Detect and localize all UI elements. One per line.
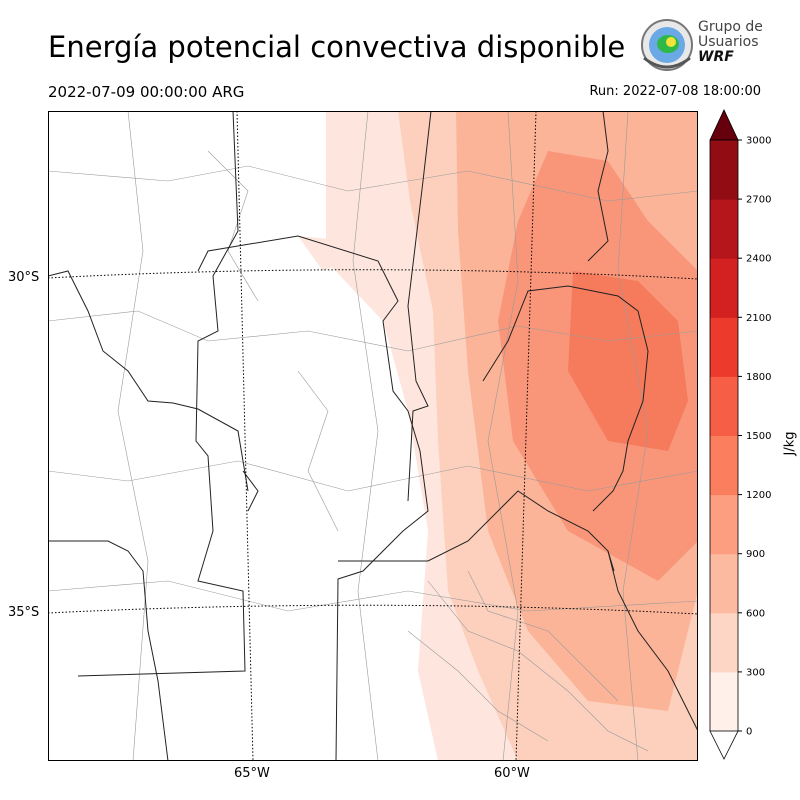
colorbar-tick-label: 900 [746, 549, 765, 560]
valid-time: 2022-07-09 00:00:00 ARG [48, 83, 245, 101]
colorbar-tick-label: 600 [746, 608, 765, 619]
cape-patch [298, 236, 348, 271]
wrf-logo: Grupo de Usuarios WRF [638, 18, 768, 72]
colorbar: 0 300 600 900 1200 1500 1800 2100 2400 2700 3000 [709, 109, 771, 760]
colorbar-segment [710, 553, 738, 614]
lon-label-60w: 60°W [494, 766, 530, 781]
colorbar-segment [710, 435, 738, 496]
colorbar-tick-label: 3000 [746, 136, 771, 147]
colorbar-unit: J/kg [782, 431, 798, 456]
lat-line-35s [48, 604, 698, 615]
graticule [48, 111, 698, 761]
colorbar-segment [710, 612, 738, 673]
colorbar-segment [710, 376, 738, 436]
lat-label-35s: 35°S [8, 605, 40, 620]
colorbar-segment [710, 258, 738, 318]
colorbar-segment [710, 671, 738, 732]
colorbar-tick-label: 1500 [746, 431, 771, 442]
logo-emblem-icon [641, 19, 693, 71]
cape-fill [298, 111, 698, 761]
run-time: Run: 2022-07-08 18:00:00 [589, 84, 761, 99]
colorbar-tick-label: 0 [746, 727, 752, 738]
page-title: Energía potencial convectiva disponible [48, 30, 626, 64]
colorbar-segment [710, 199, 738, 259]
map-frame [48, 111, 698, 761]
lon-label-65w: 65°W [234, 766, 270, 781]
colorbar-extend-min [709, 730, 739, 760]
lat-label-30s: 30°S [8, 270, 40, 285]
colorbar-tick-label: 2400 [746, 254, 771, 265]
colorbar-segment [710, 317, 738, 377]
logo-line-1: Grupo de [698, 19, 763, 35]
colorbar-tick-label: 300 [746, 667, 765, 678]
lat-line-30s [48, 269, 698, 280]
logo-line-3: WRF [698, 49, 734, 65]
department-boundaries [48, 111, 698, 761]
province-boundaries [48, 111, 698, 761]
colorbar-tick-label: 2100 [746, 313, 771, 324]
colorbar-segment [710, 140, 738, 200]
logo-line-2: Usuarios [698, 34, 759, 50]
colorbar-extend-max [709, 109, 739, 141]
colorbar-tick-label: 1200 [746, 490, 771, 501]
colorbar-tick-label: 1800 [746, 372, 771, 383]
cape-map [48, 111, 698, 761]
colorbar-tick-label: 2700 [746, 195, 771, 206]
colorbar-segment [710, 494, 738, 555]
cape-level-5 [568, 271, 688, 451]
